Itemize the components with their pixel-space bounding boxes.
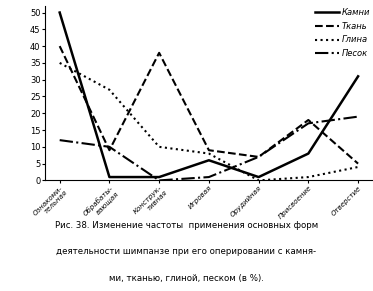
Глина	[107, 88, 112, 91]
Песок	[57, 139, 62, 142]
Ткань	[107, 148, 112, 152]
Ткань	[306, 118, 311, 122]
Глина	[306, 175, 311, 179]
Line: Камни: Камни	[60, 13, 358, 177]
Ткань	[157, 51, 162, 55]
Песок	[306, 122, 311, 125]
Песок	[356, 115, 360, 118]
Песок	[157, 179, 162, 182]
Ткань	[356, 162, 360, 165]
Глина	[207, 152, 211, 155]
Text: Рис. 38. Изменение частоты  применения основных форм: Рис. 38. Изменение частоты применения ос…	[55, 221, 318, 230]
Камни	[157, 175, 162, 179]
Камни	[57, 11, 62, 14]
Камни	[107, 175, 112, 179]
Песок	[256, 155, 261, 159]
Text: ми, тканью, глиной, песком (в %).: ми, тканью, глиной, песком (в %).	[109, 274, 264, 283]
Камни	[306, 152, 311, 155]
Line: Ткань: Ткань	[60, 46, 358, 164]
Камни	[356, 74, 360, 78]
Ткань	[256, 155, 261, 159]
Глина	[57, 61, 62, 65]
Line: Песок: Песок	[60, 117, 358, 180]
Песок	[207, 175, 211, 179]
Песок	[107, 145, 112, 149]
Legend: Камни, Ткань, Глина, Песок: Камни, Ткань, Глина, Песок	[314, 8, 372, 59]
Глина	[157, 145, 162, 149]
Камни	[256, 175, 261, 179]
Ткань	[57, 44, 62, 48]
Глина	[356, 165, 360, 169]
Line: Глина: Глина	[60, 63, 358, 180]
Text: деятельности шимпанзе при его оперировании с камня-: деятельности шимпанзе при его оперирован…	[56, 247, 317, 256]
Камни	[207, 159, 211, 162]
Глина	[256, 179, 261, 182]
Ткань	[207, 148, 211, 152]
